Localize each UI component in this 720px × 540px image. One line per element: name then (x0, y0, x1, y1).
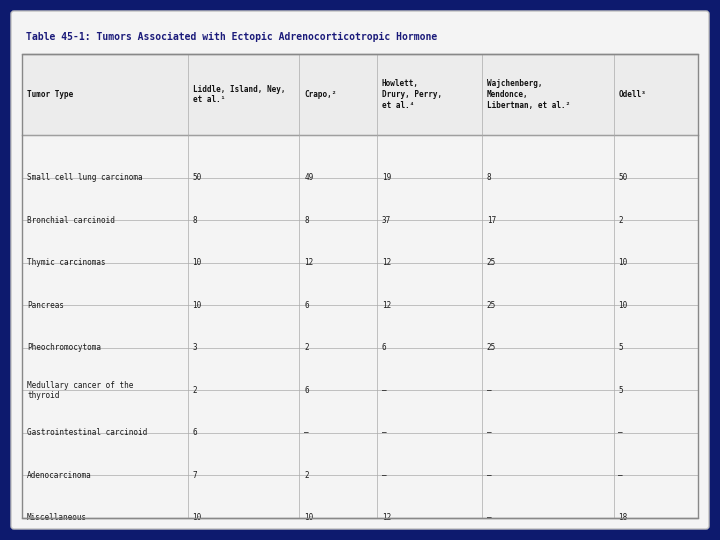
Text: Odell³: Odell³ (618, 90, 647, 99)
Text: 50: 50 (618, 173, 628, 182)
Text: 6: 6 (304, 301, 309, 310)
Text: Wajchenberg,
Mendonce,
Libertman, et al.²: Wajchenberg, Mendonce, Libertman, et al.… (487, 79, 570, 110)
Text: Crapo,²: Crapo,² (304, 90, 336, 99)
Text: Small cell lung carcinoma: Small cell lung carcinoma (27, 173, 143, 182)
Text: Miscellaneous: Miscellaneous (27, 514, 87, 523)
Text: 50: 50 (193, 173, 202, 182)
Text: 2: 2 (304, 343, 309, 353)
Text: 12: 12 (382, 258, 391, 267)
Text: —: — (487, 514, 491, 523)
Text: Howlett,
Drury, Perry,
et al.⁴: Howlett, Drury, Perry, et al.⁴ (382, 79, 442, 110)
Text: 6: 6 (382, 343, 387, 353)
Text: 5: 5 (618, 386, 623, 395)
Text: 19: 19 (382, 173, 391, 182)
Text: Liddle, Island, Ney,
et al.¹: Liddle, Island, Ney, et al.¹ (193, 85, 285, 104)
Text: —: — (382, 386, 387, 395)
Text: 17: 17 (487, 216, 496, 225)
Text: Table 45-1: Tumors Associated with Ectopic Adrenocorticotropic Hormone: Table 45-1: Tumors Associated with Ectop… (26, 32, 437, 42)
Text: Tumor Type: Tumor Type (27, 90, 73, 99)
Text: Bronchial carcinoid: Bronchial carcinoid (27, 216, 115, 225)
Text: —: — (487, 386, 491, 395)
Text: Thymic carcinomas: Thymic carcinomas (27, 258, 106, 267)
Bar (22, 54, 698, 518)
Text: —: — (487, 428, 491, 437)
Text: 3: 3 (193, 343, 197, 353)
Text: 25: 25 (487, 301, 496, 310)
Text: 12: 12 (382, 514, 391, 523)
Text: 2: 2 (618, 216, 623, 225)
Text: —: — (382, 471, 387, 480)
Text: 10: 10 (304, 514, 313, 523)
Text: —: — (618, 471, 623, 480)
Text: 10: 10 (193, 301, 202, 310)
Text: 37: 37 (382, 216, 391, 225)
Text: 8: 8 (193, 216, 197, 225)
Text: 12: 12 (304, 258, 313, 267)
Bar (22, 54, 698, 135)
Text: —: — (382, 428, 387, 437)
FancyBboxPatch shape (11, 11, 709, 529)
Text: —: — (304, 428, 309, 437)
Text: Pheochromocytoma: Pheochromocytoma (27, 343, 101, 353)
Text: 8: 8 (304, 216, 309, 225)
Text: 8: 8 (487, 173, 491, 182)
Text: 7: 7 (193, 471, 197, 480)
Text: 6: 6 (304, 386, 309, 395)
Text: 2: 2 (193, 386, 197, 395)
Text: —: — (618, 428, 623, 437)
Text: 10: 10 (193, 514, 202, 523)
Text: Gastrointestinal carcinoid: Gastrointestinal carcinoid (27, 428, 148, 437)
Text: 10: 10 (193, 258, 202, 267)
Text: 18: 18 (618, 514, 628, 523)
Text: 12: 12 (382, 301, 391, 310)
Text: 49: 49 (304, 173, 313, 182)
Text: 10: 10 (618, 258, 628, 267)
Text: 6: 6 (193, 428, 197, 437)
Text: Adenocarcinoma: Adenocarcinoma (27, 471, 91, 480)
Text: —: — (487, 471, 491, 480)
Text: 10: 10 (618, 301, 628, 310)
Text: 25: 25 (487, 258, 496, 267)
Text: Pancreas: Pancreas (27, 301, 64, 310)
Text: 2: 2 (304, 471, 309, 480)
Text: Medullary cancer of the
thyroid: Medullary cancer of the thyroid (27, 381, 133, 400)
Text: 25: 25 (487, 343, 496, 353)
Text: 5: 5 (618, 343, 623, 353)
